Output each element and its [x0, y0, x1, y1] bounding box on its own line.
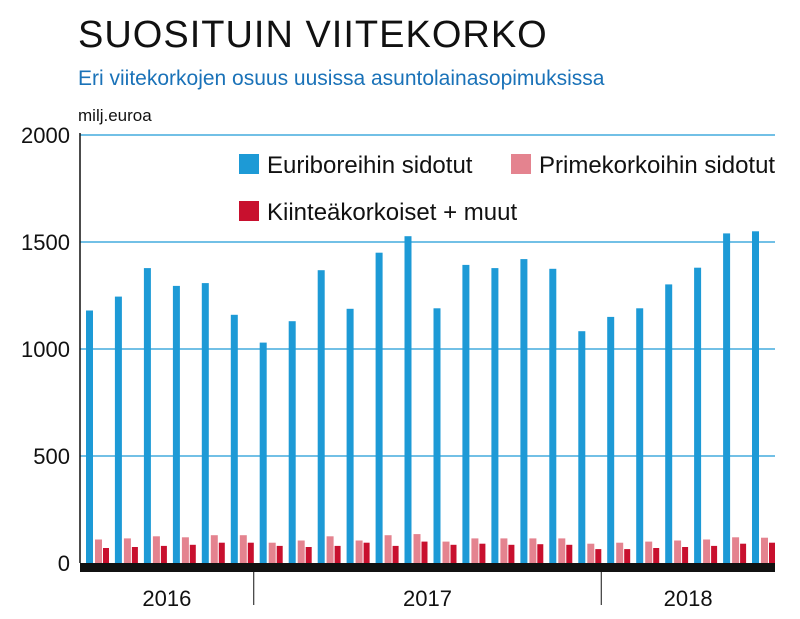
x-axis: 2016 2017 2018 — [80, 563, 775, 611]
x-axis-band — [80, 563, 775, 572]
bar — [703, 539, 711, 563]
bar — [404, 236, 412, 563]
bar — [317, 270, 325, 563]
bar — [230, 314, 238, 563]
bar — [86, 310, 93, 563]
bar — [450, 544, 457, 563]
bar — [189, 544, 196, 563]
year-label: 2017 — [403, 586, 452, 611]
bar — [259, 342, 267, 563]
bar — [326, 536, 334, 564]
bar — [636, 308, 644, 563]
bar — [471, 538, 479, 563]
bar — [624, 549, 631, 563]
legend: Euriboreihin sidotut Primekorkoihin sidot… — [239, 152, 775, 226]
bar — [172, 285, 180, 563]
bar — [462, 264, 470, 563]
bar — [682, 547, 689, 563]
y-tick-label: 1500 — [21, 230, 70, 255]
bar — [529, 538, 537, 563]
bar — [297, 540, 305, 563]
bar — [346, 308, 354, 563]
bar — [740, 543, 747, 563]
bar — [152, 536, 160, 564]
bar — [201, 283, 209, 563]
bar — [363, 542, 370, 563]
legend-swatch — [239, 201, 259, 221]
year-label: 2018 — [664, 586, 713, 611]
bar — [665, 284, 673, 563]
chart-title: SUOSITUIN VIITEKORKO — [78, 14, 548, 56]
bar — [375, 252, 383, 563]
bar — [181, 537, 189, 563]
y-tick-label: 2000 — [21, 123, 70, 148]
legend-swatch — [511, 154, 531, 174]
bar — [508, 544, 515, 563]
bar — [210, 535, 218, 563]
bar — [752, 231, 759, 564]
bar — [566, 544, 573, 563]
bar — [114, 296, 122, 563]
legend-swatch — [239, 154, 259, 174]
bar — [711, 545, 718, 563]
bar — [479, 543, 486, 563]
y-tick-label: 0 — [58, 551, 70, 576]
bar — [239, 535, 247, 563]
bar — [288, 321, 296, 563]
bar — [421, 541, 428, 563]
bar — [413, 534, 421, 563]
bars — [86, 231, 775, 564]
bar — [645, 541, 653, 563]
bar — [334, 545, 341, 563]
y-tick-label: 500 — [33, 444, 70, 469]
year-label: 2016 — [142, 586, 191, 611]
bar — [732, 537, 740, 563]
bar — [723, 233, 731, 563]
bar — [537, 544, 544, 563]
bar — [218, 542, 225, 563]
bar — [103, 548, 109, 563]
bar — [587, 543, 595, 563]
legend-label: Euriboreihin sidotut — [267, 152, 473, 179]
bar — [442, 541, 450, 563]
bar — [653, 548, 660, 563]
bar — [247, 542, 254, 563]
bar — [616, 542, 624, 563]
bar — [694, 267, 702, 563]
bar — [578, 331, 586, 563]
bar — [355, 540, 363, 563]
bar — [595, 549, 602, 563]
bar — [276, 545, 283, 563]
bar — [558, 538, 566, 563]
bar — [674, 540, 682, 563]
bar — [384, 535, 392, 563]
bar — [392, 545, 399, 563]
legend-label: Primekorkoihin sidotut — [539, 152, 775, 179]
bar — [500, 538, 508, 563]
bar — [123, 538, 131, 563]
bar — [268, 542, 276, 563]
grid-lines — [79, 133, 775, 563]
bar — [549, 268, 557, 564]
bar — [95, 539, 102, 563]
bar — [491, 268, 499, 563]
bar — [131, 547, 138, 563]
y-axis-labels: 0 500 1000 1500 2000 — [21, 123, 70, 576]
bar — [607, 316, 615, 563]
bar — [143, 268, 151, 563]
bar — [433, 308, 441, 563]
chart-subtitle: Eri viitekorkojen osuus uusissa asuntola… — [78, 67, 605, 90]
y-tick-label: 1000 — [21, 337, 70, 362]
bar — [761, 537, 768, 563]
bar — [305, 547, 312, 563]
bar — [520, 259, 528, 563]
unit-label: milj.euroa — [78, 106, 152, 125]
bar — [769, 542, 775, 563]
legend-label: Kiinteäkorkoiset + muut — [267, 199, 517, 226]
bar — [160, 545, 167, 563]
